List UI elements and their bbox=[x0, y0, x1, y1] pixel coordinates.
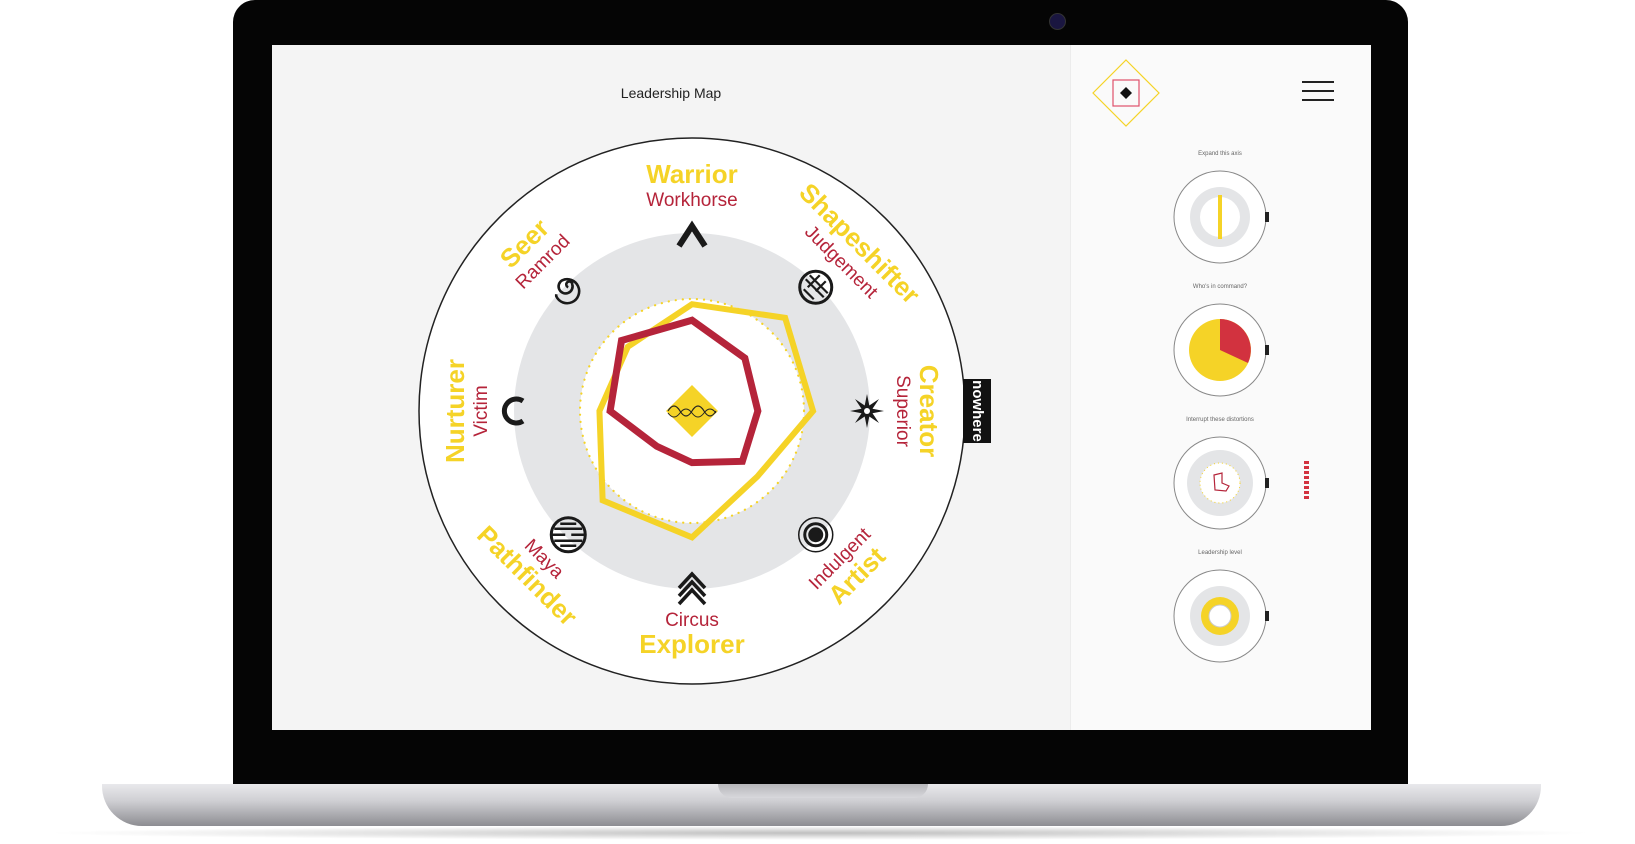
laptop-notch bbox=[718, 784, 928, 798]
axis-label-primary[interactable]: Warrior bbox=[646, 159, 738, 189]
maze-circle-icon bbox=[798, 269, 834, 305]
striped-circle-icon bbox=[549, 516, 587, 554]
crescent-icon bbox=[501, 396, 525, 426]
axis-label-secondary[interactable]: Victim bbox=[471, 385, 492, 436]
axis-label-secondary[interactable]: Workhorse bbox=[646, 190, 738, 211]
app-screen: Leadership Map nowhere Warrior Workhorse Sh… bbox=[272, 45, 1371, 730]
sidebar-card-preview bbox=[1173, 436, 1309, 530]
brand-tab-label: nowhere bbox=[969, 380, 986, 442]
sidebar-card-title: Who's in command? bbox=[1192, 284, 1248, 290]
diamond-logo-icon[interactable] bbox=[1092, 59, 1160, 127]
menu-button[interactable] bbox=[1302, 81, 1334, 101]
sidebar-card[interactable]: Who's in command? bbox=[1120, 278, 1320, 408]
double-chevron-up-icon bbox=[677, 571, 707, 606]
sidebar-card[interactable]: Expand this axis bbox=[1120, 145, 1320, 275]
sidebar-card-title: Interrupt these distortions bbox=[1186, 417, 1254, 423]
camera-icon bbox=[1049, 13, 1066, 30]
axis-label-secondary[interactable]: Circus bbox=[665, 610, 719, 631]
page-title: Leadership Map bbox=[620, 85, 722, 101]
axis-label-primary[interactable]: Creator bbox=[914, 365, 944, 457]
sidebar-card-preview bbox=[1173, 569, 1269, 663]
laptop-shadow bbox=[40, 826, 1600, 840]
sidebar-card-preview bbox=[1173, 303, 1269, 397]
radar-series-1 bbox=[606, 316, 762, 467]
sidebar-card[interactable]: Leadership level bbox=[1120, 544, 1320, 674]
starburst-icon bbox=[850, 394, 884, 428]
sidebar-card-preview bbox=[1173, 170, 1269, 264]
spiral-icon bbox=[554, 277, 581, 305]
brand-tab[interactable]: nowhere bbox=[963, 379, 991, 443]
chevron-up-icon bbox=[676, 220, 708, 248]
axis-label-secondary[interactable]: Superior bbox=[892, 375, 913, 447]
concentric-circles-icon bbox=[797, 516, 834, 553]
sidebar-card-title: Leadership level bbox=[1198, 550, 1242, 556]
center-wave-icon bbox=[666, 385, 718, 437]
axis-label-primary[interactable]: Explorer bbox=[639, 629, 745, 659]
hamburger-icon bbox=[1302, 81, 1334, 83]
axis-label-primary[interactable]: Nurturer bbox=[440, 359, 470, 463]
sidebar-card-title: Expand this axis bbox=[1198, 151, 1242, 157]
sidebar-card[interactable]: Interrupt these distortions bbox=[1120, 411, 1320, 541]
